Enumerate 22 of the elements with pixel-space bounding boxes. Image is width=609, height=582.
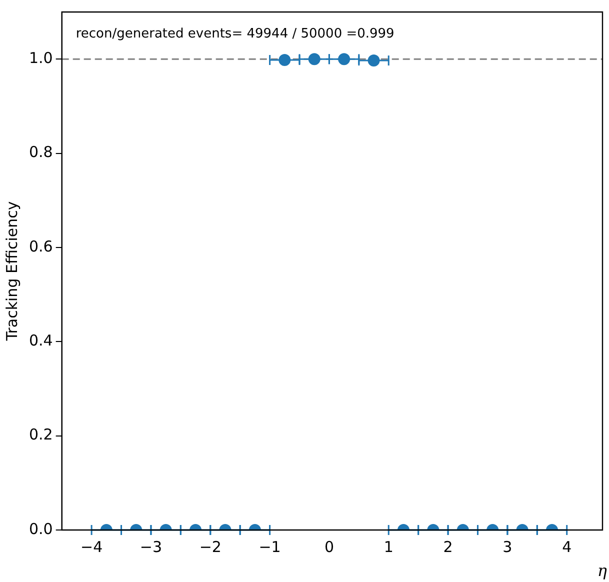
y-tick-label: 0.4	[28, 332, 53, 350]
x-tick-label: −2	[199, 538, 222, 556]
annotation: recon/generated events= 49944 / 50000 =0.999	[76, 26, 394, 42]
x-tick-label: −4	[80, 538, 103, 556]
x-tick-label: 2	[443, 538, 453, 556]
x-tick-label: −3	[140, 538, 162, 556]
x-tick-label: 1	[384, 538, 394, 556]
x-tick-label: 0	[324, 538, 334, 556]
point	[278, 54, 291, 66]
point	[338, 53, 350, 66]
y-tick-label: 0.6	[28, 237, 53, 256]
point	[308, 53, 320, 66]
y-tick-label: 1.0	[28, 48, 53, 67]
point	[368, 54, 380, 67]
y-tick-label: 0.0	[28, 520, 53, 538]
x-tick-label: −1	[258, 538, 281, 556]
x-tick-label: 3	[502, 538, 512, 556]
y-tick-label: 0.8	[28, 143, 53, 162]
y-tick-label: 0.2	[28, 426, 53, 444]
x-tick-label: 4	[562, 538, 572, 556]
y-axis-title: Tracking Efficiency	[2, 201, 21, 342]
x-axis-title: η	[597, 561, 608, 580]
